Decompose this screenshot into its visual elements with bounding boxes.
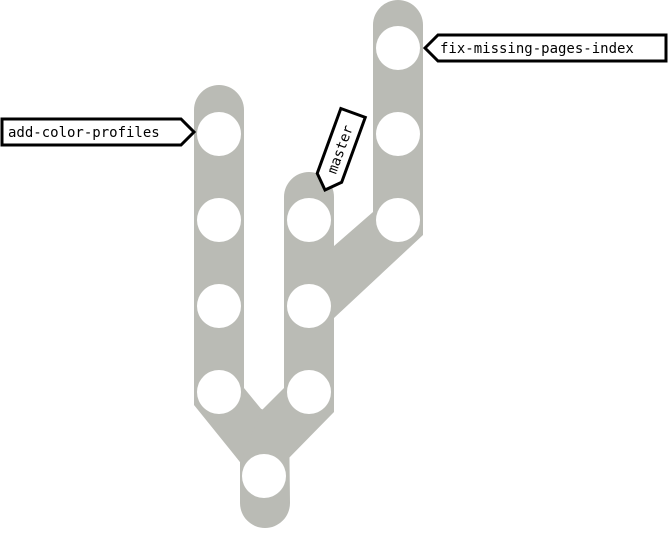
branch-ribbons <box>194 0 423 528</box>
commit-node-base <box>242 454 286 498</box>
commit-node-fix-missing-pages-index-1 <box>376 198 420 242</box>
commit-node-fix-missing-pages-index-3 <box>376 26 420 70</box>
commit-node-master-3 <box>287 198 331 242</box>
commit-node-add-color-profiles-4 <box>197 112 241 156</box>
branch-label-box <box>315 106 368 192</box>
branch-label-fix-missing-pages-index: fix-missing-pages-index <box>422 33 668 63</box>
commit-node-add-color-profiles-1 <box>197 370 241 414</box>
branch-label-box <box>422 33 668 63</box>
commit-node-master-1 <box>287 370 331 414</box>
commit-node-add-color-profiles-3 <box>197 198 241 242</box>
commit-nodes <box>197 26 420 498</box>
branch-label-master: master <box>315 106 368 192</box>
commit-node-master-2 <box>287 284 331 328</box>
branch-label-text: fix-missing-pages-index <box>440 41 634 57</box>
branch-ribbon-add-color-profiles <box>194 85 262 462</box>
branch-label-add-color-profiles: add-color-profiles <box>0 117 197 147</box>
commit-node-add-color-profiles-2 <box>197 284 241 328</box>
branch-label-box <box>0 117 197 147</box>
branch-label-text: add-color-profiles <box>8 125 160 141</box>
commit-node-fix-missing-pages-index-2 <box>376 112 420 156</box>
